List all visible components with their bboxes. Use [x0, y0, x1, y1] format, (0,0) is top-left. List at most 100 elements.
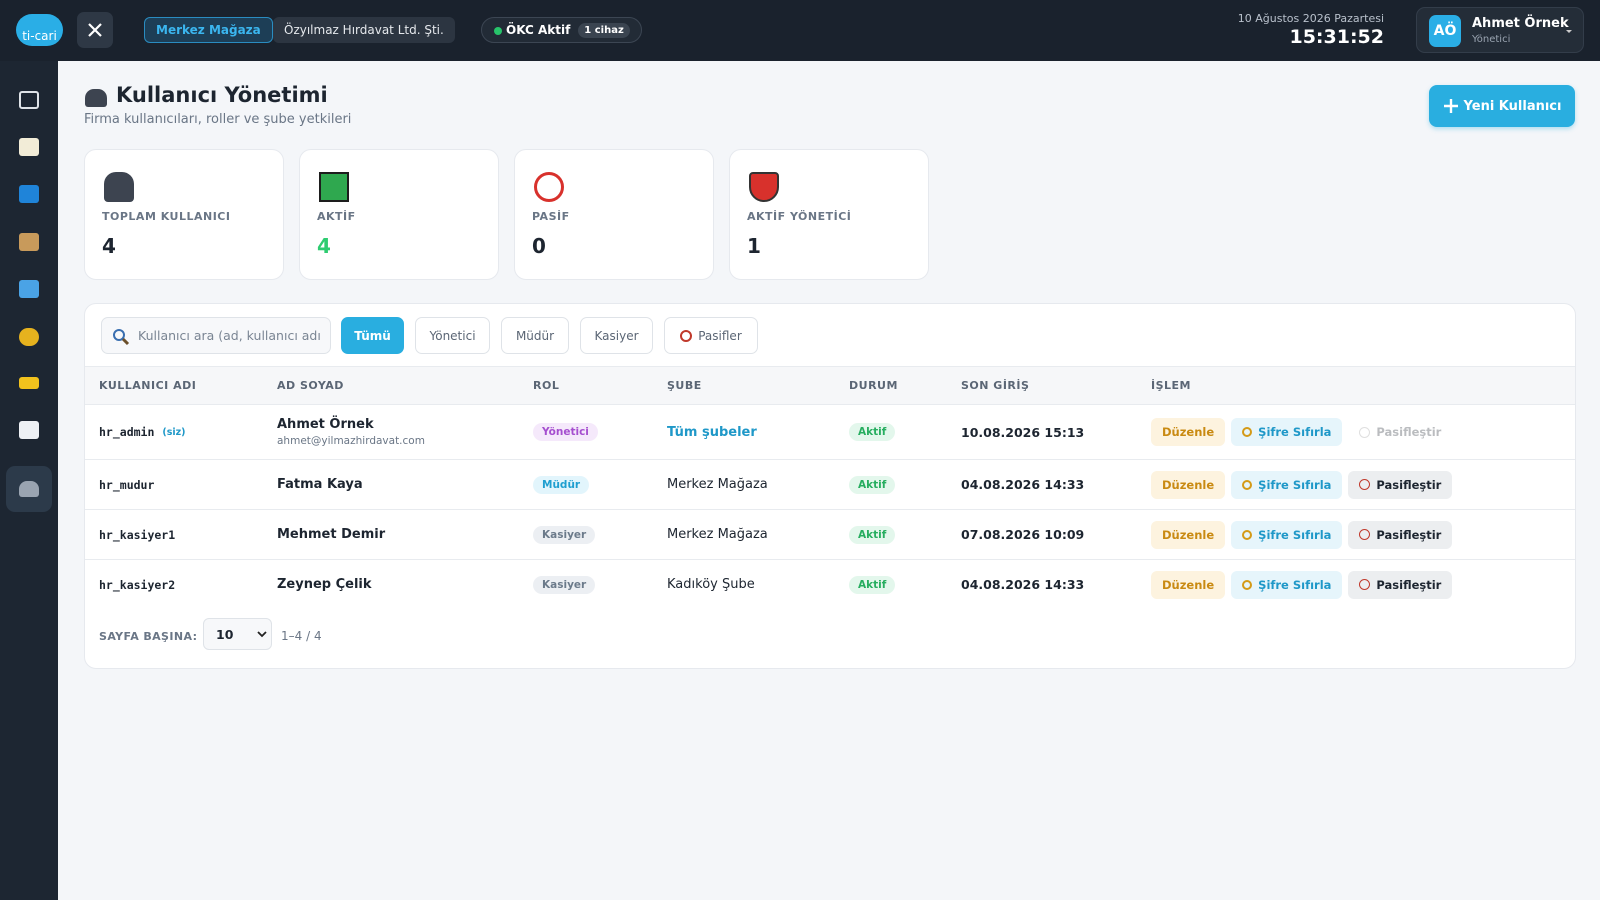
users-panel: Kullanıcı ara (ad, kullanıcı adı Tümü Yön… [84, 303, 1576, 669]
store-badge[interactable]: Merkez Mağaza [144, 17, 273, 43]
column-header: SON GİRİŞ [961, 379, 1030, 392]
filter-label: Kasiyer [594, 328, 639, 343]
last-login-cell: 07.08.2026 10:09 [961, 510, 1084, 559]
last-login: 04.08.2026 14:33 [961, 477, 1085, 492]
full-name: Mehmet Demir [277, 527, 386, 542]
per-page-value: 10 [216, 627, 234, 642]
action-label: Pasifleştir [1376, 527, 1442, 542]
self-tag: (siz) [162, 426, 186, 438]
table-row: hr_kasiyer1 Mehmet Demir Kasiyer Merkez Mağ… [85, 509, 1575, 559]
full-name: Ahmet Örnek [277, 417, 374, 432]
nav-payments[interactable] [19, 377, 39, 389]
okc-status[interactable]: ÖKC Aktif 1 cihaz [481, 17, 642, 43]
stat-card: AKTİF YÖNETİCİ 1 [729, 149, 929, 280]
user-menu[interactable]: AÖ Ahmet Örnek Yönetici [1416, 7, 1584, 53]
action-button[interactable]: Pasifleştir [1348, 570, 1453, 599]
okc-devices: 1 cihaz [578, 22, 630, 38]
filter-button[interactable]: Tümü [341, 317, 404, 354]
action-button[interactable]: Düzenle [1151, 470, 1226, 499]
table-row: hr_kasiyer2 Zeynep Çelik Kasiyer Kadıköy Şu… [85, 559, 1575, 609]
action-label: Düzenle [1162, 527, 1215, 542]
username: hr_mudur [99, 477, 155, 492]
role-cell: Kasiyer [533, 510, 596, 559]
action-button[interactable]: Şifre Sıfırla [1231, 520, 1343, 549]
action-button[interactable]: Şifre Sıfırla [1231, 470, 1343, 499]
select-caret [257, 631, 267, 638]
status-cell: Aktif [849, 510, 896, 559]
branch-cell: Merkez Mağaza [667, 510, 768, 559]
top-bar: ti-cari Merkez Mağaza Özyılmaz Hırdavat … [0, 0, 1600, 61]
stat-label: PASİF [532, 210, 570, 223]
action-button[interactable]: Pasifleştir [1348, 520, 1453, 549]
action-button[interactable]: Şifre Sıfırla [1231, 570, 1343, 599]
action-button[interactable]: Düzenle [1151, 520, 1226, 549]
branch-cell: Merkez Mağaza [667, 460, 768, 509]
nav-users-active[interactable] [6, 466, 52, 512]
filter-button[interactable]: Pasifler [664, 317, 758, 354]
nav-cash[interactable] [19, 328, 39, 346]
close-button[interactable] [77, 12, 113, 48]
clock: 15:31:52 [1289, 26, 1384, 48]
key-icon [1242, 529, 1253, 540]
new-user-label: Yeni Kullanıcı [1463, 98, 1562, 114]
action-label: Pasifleştir [1376, 477, 1442, 492]
column-header: DURUM [849, 379, 898, 392]
nav-documents[interactable] [19, 138, 39, 156]
new-user-button[interactable]: Yeni Kullanıcı [1429, 85, 1575, 127]
branch: Merkez Mağaza [667, 477, 768, 492]
branch: Kadıköy Şube [667, 577, 755, 592]
key-icon [1242, 427, 1253, 437]
branch-cell: Tüm şubeler [667, 405, 757, 459]
filter-button[interactable]: Yönetici [415, 317, 490, 354]
last-login: 10.08.2026 15:13 [961, 424, 1085, 440]
actions-cell: Düzenle Şifre Sıfırla Pasifleştir [1151, 510, 1458, 559]
status-badge: Aktif [849, 423, 896, 441]
nav-branches[interactable] [19, 280, 39, 298]
action-label: Şifre Sıfırla [1258, 527, 1332, 542]
action-label: Düzenle [1162, 577, 1215, 592]
stat-value: 1 [747, 234, 761, 258]
action-label: Düzenle [1162, 425, 1215, 439]
avatar: AÖ [1429, 15, 1461, 47]
search-box[interactable]: Kullanıcı ara (ad, kullanıcı adı [101, 317, 331, 354]
logo[interactable]: ti-cari [16, 14, 63, 46]
last-login-cell: 04.08.2026 14:33 [961, 560, 1084, 609]
nav-returns[interactable] [19, 185, 39, 203]
nav-products[interactable] [19, 233, 39, 251]
stat-value: 4 [102, 234, 116, 258]
filter-button[interactable]: Kasiyer [580, 317, 653, 354]
per-page-select[interactable]: 10 [203, 618, 272, 650]
stat-label: AKTİF YÖNETİCİ [747, 210, 852, 223]
status-dot [494, 27, 502, 35]
stat-card: AKTİF 4 [299, 149, 499, 280]
action-button[interactable]: Şifre Sıfırla [1231, 418, 1343, 446]
ban-icon [680, 329, 693, 342]
role-cell: Yönetici [533, 405, 598, 459]
action-button[interactable]: Düzenle [1151, 418, 1226, 446]
okc-label: ÖKC Aktif [506, 23, 571, 37]
column-header: ŞUBE [667, 379, 702, 392]
full-name: Fatma Kaya [277, 477, 363, 492]
action-label: Şifre Sıfırla [1258, 425, 1332, 439]
users-icon [19, 481, 39, 497]
stat-card: TOPLAM KULLANICI 4 [84, 149, 284, 280]
filter-button[interactable]: Müdür [501, 317, 569, 354]
nav-reports[interactable] [19, 421, 39, 439]
role-cell: Kasiyer [533, 560, 596, 609]
per-page-label: SAYFA BAŞINA: [99, 630, 198, 643]
nav-sales[interactable] [19, 91, 39, 109]
search-icon [113, 329, 130, 346]
action-label: Şifre Sıfırla [1258, 477, 1332, 492]
filter-label: Tümü [354, 328, 391, 343]
action-button[interactable]: Düzenle [1151, 570, 1226, 599]
filter-label: Müdür [515, 328, 555, 343]
action-button[interactable]: Pasifleştir [1348, 470, 1453, 499]
branch-cell: Kadıköy Şube [667, 560, 755, 609]
page-range: 1–4 / 4 [281, 629, 322, 643]
branch: Merkez Mağaza [667, 527, 768, 542]
name-cell: Ahmet Örnek ahmet@yilmazhirdavat.com [277, 405, 425, 459]
company-badge[interactable]: Özyılmaz Hırdavat Ltd. Şti. [273, 17, 455, 43]
stat-icon [749, 172, 779, 202]
